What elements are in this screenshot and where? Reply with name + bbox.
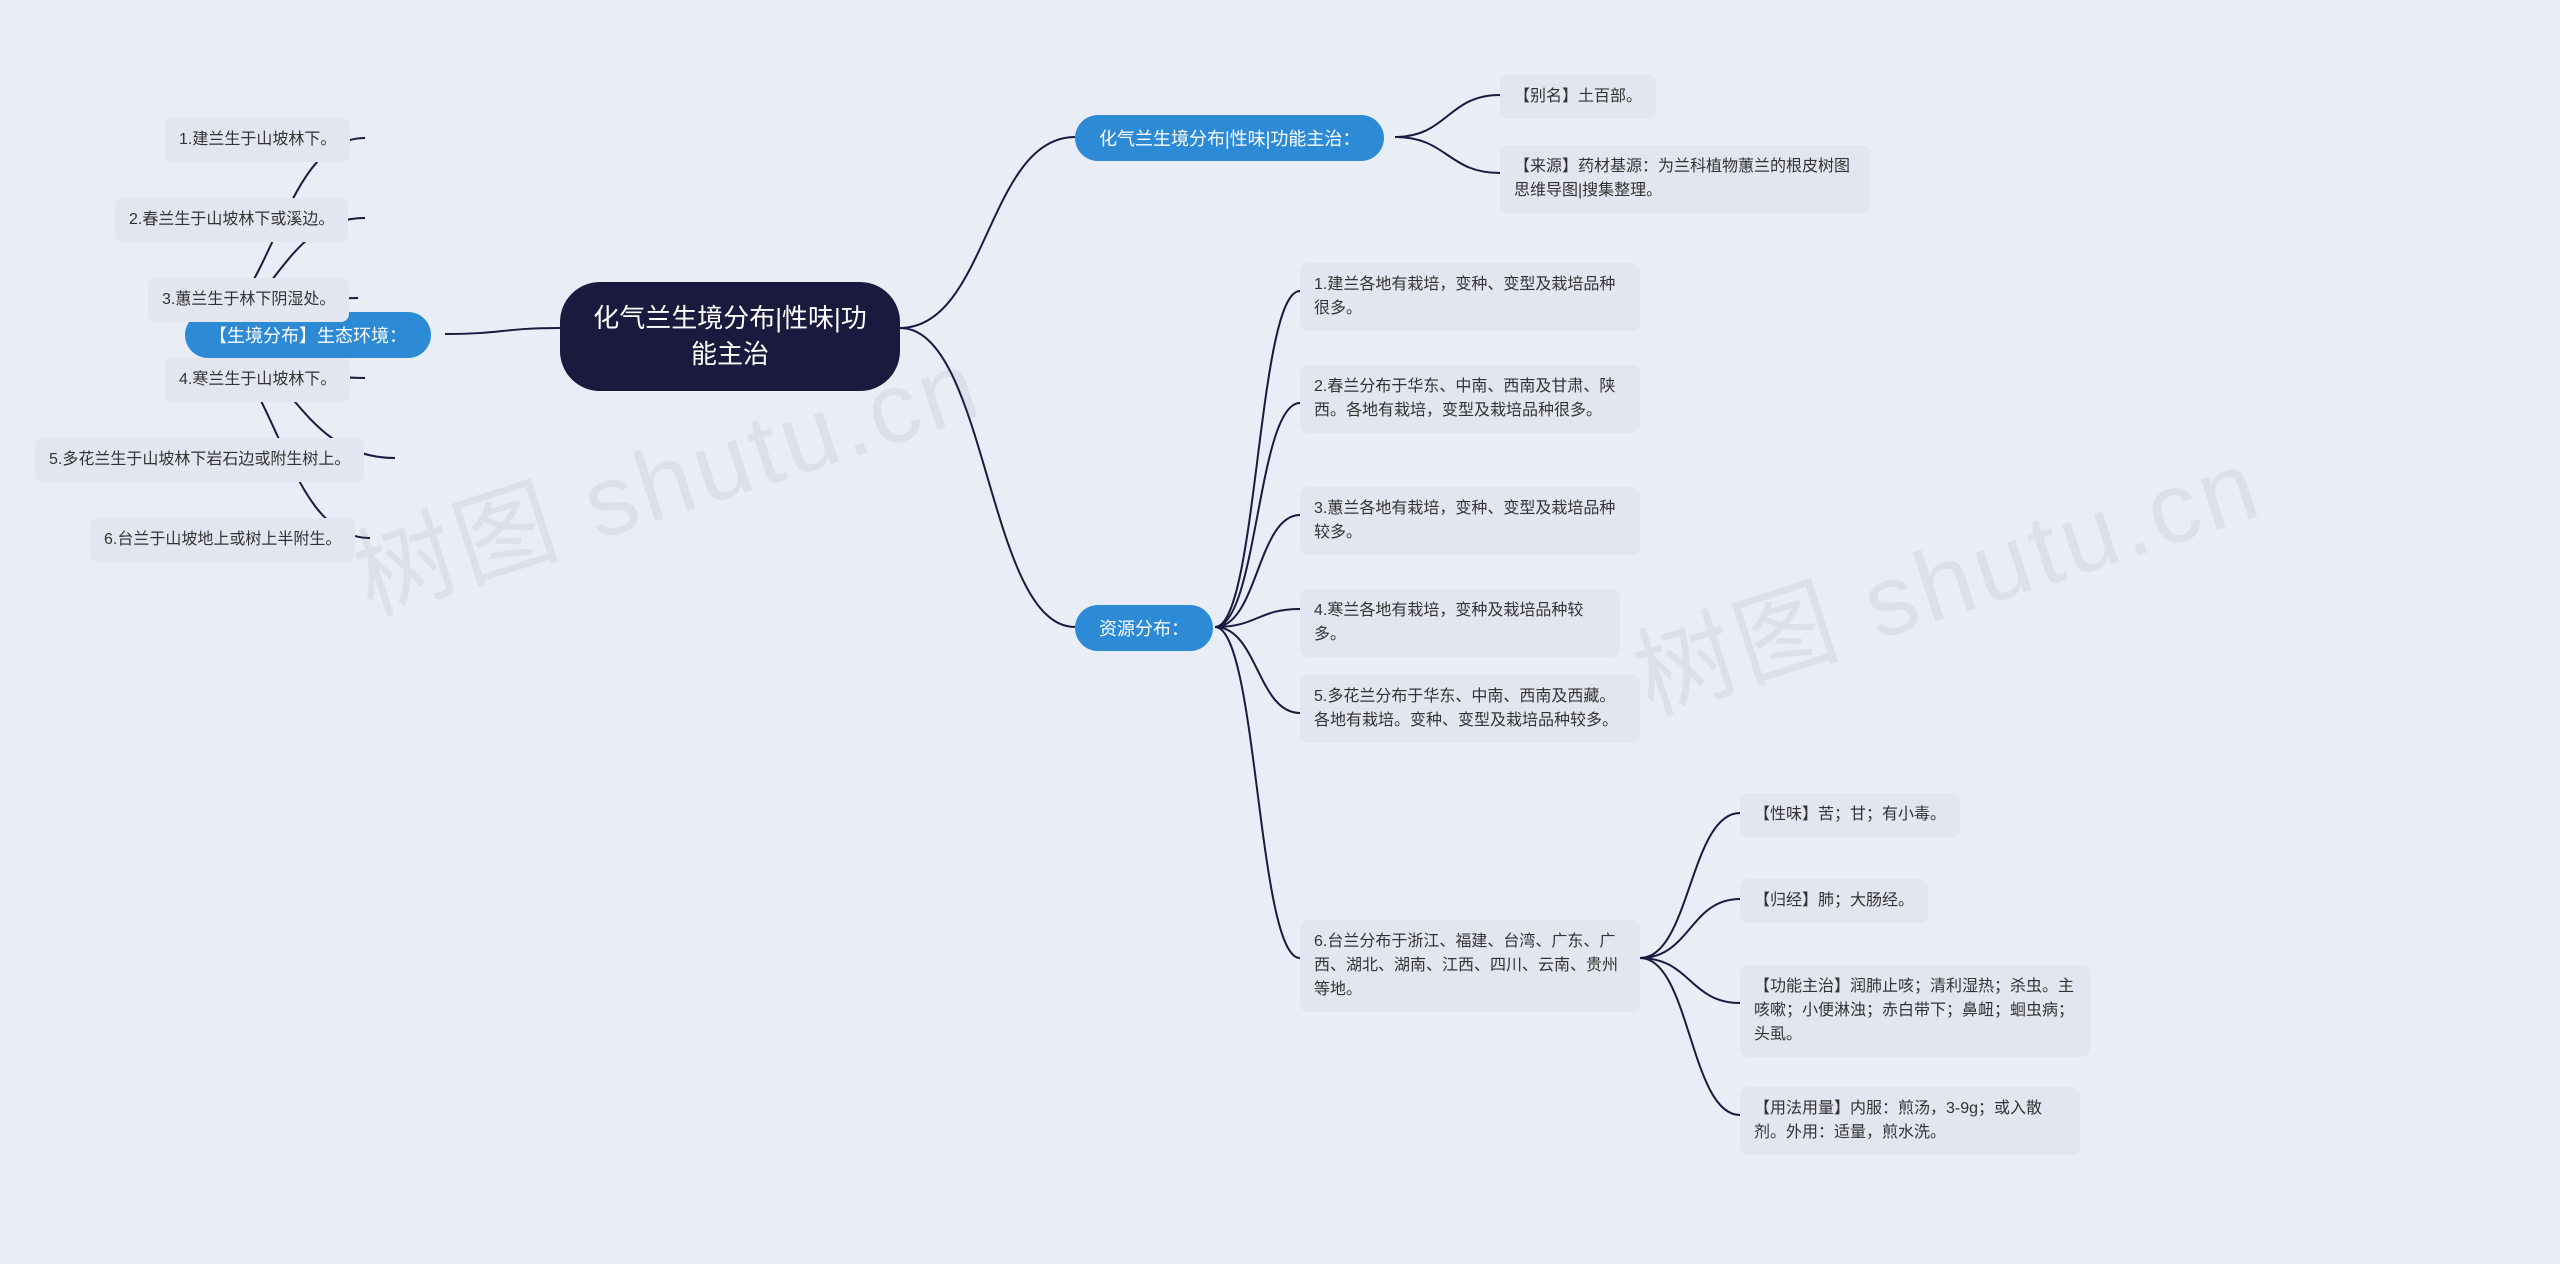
branch-label: 化气兰生境分布|性味|功能主治： bbox=[1099, 125, 1360, 151]
leaf-tail-2: 【归经】肺；大肠经。 bbox=[1740, 879, 1928, 923]
branch-dist: 资源分布： bbox=[1075, 605, 1213, 651]
connector-lines bbox=[0, 0, 2560, 1264]
leaf-tail-3: 【功能主治】润肺止咳；清利湿热；杀虫。主咳嗽；小便淋浊；赤白带下；鼻衄；蛔虫病；… bbox=[1740, 965, 2090, 1057]
leaf-dist-1: 1.建兰各地有栽培，变种、变型及栽培品种很多。 bbox=[1300, 263, 1640, 331]
leaf-dist-5: 5.多花兰分布于华东、中南、西南及西藏。各地有栽培。变种、变型及栽培品种较多。 bbox=[1300, 675, 1640, 743]
leaf-tail-4: 【用法用量】内服：煎汤，3-9g；或入散剂。外用：适量，煎水洗。 bbox=[1740, 1087, 2080, 1155]
root-label: 化气兰生境分布|性味|功能主治 bbox=[588, 300, 872, 373]
leaf-dist-3: 3.蕙兰各地有栽培，变种、变型及栽培品种较多。 bbox=[1300, 487, 1640, 555]
leaf-env-1: 1.建兰生于山坡林下。 bbox=[165, 118, 350, 162]
branch-label: 资源分布： bbox=[1099, 615, 1189, 641]
leaf-env-5: 5.多花兰生于山坡林下岩石边或附生树上。 bbox=[35, 438, 364, 482]
leaf-env-3: 3.蕙兰生于林下阴湿处。 bbox=[148, 278, 349, 322]
watermark: 树图 shutu.cn bbox=[1613, 403, 2276, 742]
leaf-top-1: 【别名】土百部。 bbox=[1500, 75, 1656, 119]
leaf-dist-6: 6.台兰分布于浙江、福建、台湾、广东、广西、湖北、湖南、江西、四川、云南、贵州等… bbox=[1300, 920, 1640, 1012]
leaf-dist-4: 4.寒兰各地有栽培，变种及栽培品种较多。 bbox=[1300, 589, 1620, 657]
branch-top: 化气兰生境分布|性味|功能主治： bbox=[1075, 115, 1384, 161]
leaf-env-4: 4.寒兰生于山坡林下。 bbox=[165, 358, 350, 402]
leaf-dist-2: 2.春兰分布于华东、中南、西南及甘肃、陕西。各地有栽培，变型及栽培品种很多。 bbox=[1300, 365, 1640, 433]
leaf-top-2: 【来源】药材基源：为兰科植物蕙兰的根皮树图思维导图|搜集整理。 bbox=[1500, 145, 1870, 213]
root-node: 化气兰生境分布|性味|功能主治 bbox=[560, 282, 900, 391]
branch-label: 【生境分布】生态环境： bbox=[209, 322, 407, 348]
leaf-env-2: 2.春兰生于山坡林下或溪边。 bbox=[115, 198, 348, 242]
leaf-tail-1: 【性味】苦；甘；有小毒。 bbox=[1740, 793, 1960, 837]
leaf-env-6: 6.台兰于山坡地上或树上半附生。 bbox=[90, 518, 355, 562]
